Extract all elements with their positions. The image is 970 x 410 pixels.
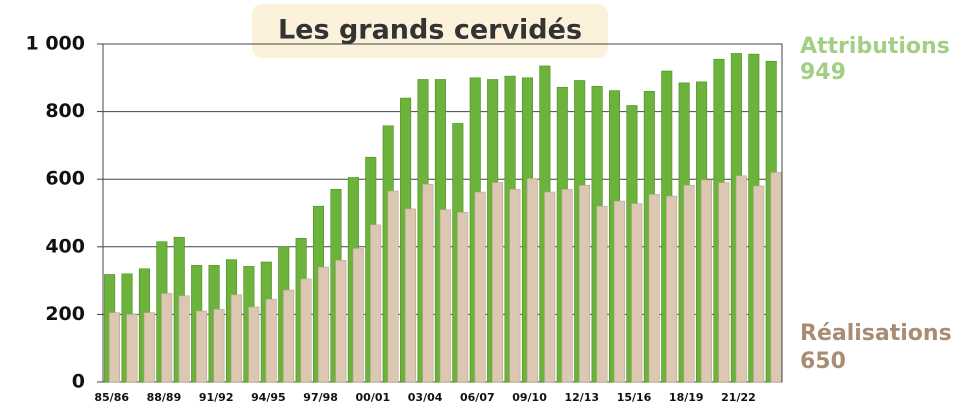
x-tick-label: 06/07 xyxy=(460,391,495,404)
bar xyxy=(561,189,573,383)
x-tick-label: 09/10 xyxy=(512,391,547,404)
bar xyxy=(335,260,347,383)
bar xyxy=(422,183,434,383)
x-tick-label: 88/89 xyxy=(147,391,182,404)
bar xyxy=(544,191,556,383)
bar xyxy=(108,312,121,383)
bar xyxy=(753,185,765,383)
x-tick-label: 91/92 xyxy=(199,391,234,404)
bar xyxy=(718,182,730,383)
bar xyxy=(526,178,538,383)
legend-value: 650 xyxy=(800,349,846,374)
bar xyxy=(474,191,486,383)
bar xyxy=(596,205,608,383)
legend-label: Attributions xyxy=(800,34,950,59)
bar xyxy=(161,293,173,383)
bar xyxy=(457,212,469,383)
y-tick-label: 200 xyxy=(45,303,85,325)
bar xyxy=(439,209,451,383)
bar xyxy=(213,309,225,383)
bar xyxy=(143,312,155,383)
bar xyxy=(509,189,521,383)
bar xyxy=(387,190,399,383)
bar xyxy=(230,294,242,383)
bar xyxy=(735,175,747,383)
bar xyxy=(300,278,312,383)
bar xyxy=(700,179,712,383)
x-tick-label: 85/86 xyxy=(94,391,129,404)
y-tick-label: 400 xyxy=(45,235,85,257)
legend-label: Réalisations xyxy=(800,321,952,346)
bar xyxy=(317,266,329,383)
bar xyxy=(178,295,190,383)
bar xyxy=(265,298,277,383)
x-tick-label: 03/04 xyxy=(408,391,443,404)
bar xyxy=(126,314,138,383)
bar xyxy=(283,289,295,383)
bar xyxy=(352,248,364,383)
y-tick-label: 600 xyxy=(45,168,85,190)
x-tick-label: 94/95 xyxy=(251,391,286,404)
legend-value: 949 xyxy=(800,60,846,85)
bar xyxy=(248,306,260,383)
x-tick-label: 21/22 xyxy=(721,391,756,404)
bar xyxy=(648,194,660,383)
bar xyxy=(666,195,678,383)
x-tick-label: 12/13 xyxy=(564,391,599,404)
x-tick-label: 18/19 xyxy=(669,391,704,404)
bar xyxy=(404,208,416,383)
bar xyxy=(631,203,643,383)
x-tick-label: 15/16 xyxy=(617,391,652,404)
y-tick-label: 0 xyxy=(72,371,85,393)
y-tick-label: 1 000 xyxy=(26,33,86,55)
bar xyxy=(196,310,208,383)
bar xyxy=(613,200,625,383)
y-tick-label: 800 xyxy=(45,100,85,122)
bar xyxy=(770,172,782,383)
bar xyxy=(370,224,382,383)
bar xyxy=(579,184,591,383)
bar xyxy=(491,182,504,383)
x-tick-label: 00/01 xyxy=(356,391,391,404)
x-tick-label: 97/98 xyxy=(303,391,338,404)
chart-title: Les grands cervidés xyxy=(278,15,582,46)
bar xyxy=(683,184,695,383)
